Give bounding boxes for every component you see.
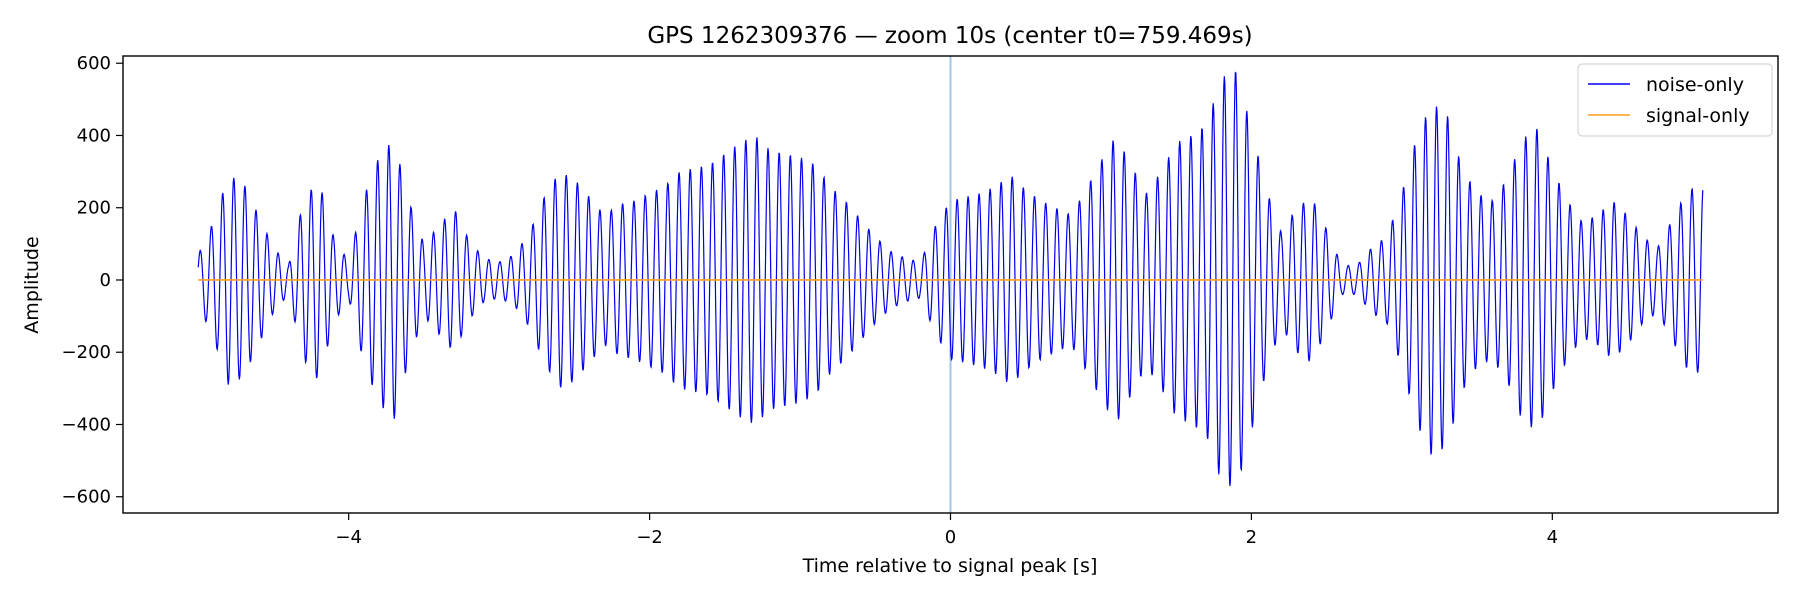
plot-area [197,56,1704,513]
y-tick-label: 600 [77,53,111,74]
y-tick-label: −400 [62,414,111,435]
series-line-noise-only [197,71,1704,486]
y-tick-label: −200 [62,342,111,363]
x-axis-title: Time relative to signal peak [s] [802,555,1098,577]
y-tick-label: −600 [62,487,111,508]
x-tick-label: −2 [636,527,663,548]
legend-label-signal-only: signal-only [1646,105,1750,127]
x-tick-label: 2 [1246,527,1257,548]
axis-ticks: −4 −2 0 2 4 −600 −400 −200 0 200 400 600 [62,53,1558,548]
y-axis-title: Amplitude [21,236,43,333]
y-tick-label: 0 [100,270,111,291]
x-tick-label: 0 [945,527,956,548]
y-tick-label: 200 [77,198,111,219]
legend-box [1577,63,1773,137]
legend: noise-only signal-only [1577,63,1773,137]
y-tick-label: 400 [77,125,111,146]
legend-label-noise-only: noise-only [1646,74,1744,96]
chart-title: GPS 1262309376 — zoom 10s (center t0=759… [647,23,1252,49]
x-tick-label: 4 [1547,527,1558,548]
x-tick-label: −4 [335,527,362,548]
